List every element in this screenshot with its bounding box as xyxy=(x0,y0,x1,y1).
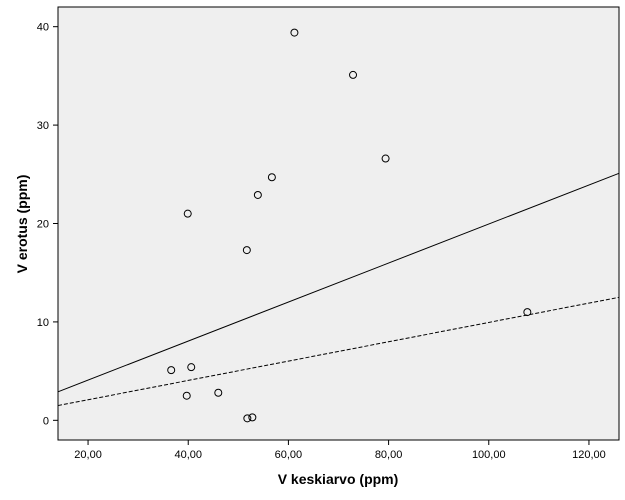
x-tick-label: 20,00 xyxy=(74,449,102,461)
data-point xyxy=(523,308,532,317)
data-point xyxy=(182,391,191,400)
data-points xyxy=(167,28,532,423)
x-tick-label: 100,00 xyxy=(472,449,506,461)
data-point xyxy=(267,173,276,182)
x-tick-label: 80,00 xyxy=(375,449,403,461)
y-tick-label: 0 xyxy=(43,415,49,427)
x-axis-title: V keskiarvo (ppm) xyxy=(278,471,399,487)
data-point xyxy=(253,190,262,199)
x-tick-label: 60,00 xyxy=(275,449,303,461)
x-tick-label: 40,00 xyxy=(174,449,202,461)
data-point xyxy=(290,28,299,37)
x-tick-label: 120,00 xyxy=(572,449,606,461)
data-point xyxy=(248,413,257,422)
data-point xyxy=(214,388,223,397)
plot-area xyxy=(57,6,620,441)
solid-fit-line xyxy=(57,172,620,393)
data-point xyxy=(381,154,390,163)
data-point xyxy=(349,70,358,79)
y-tick-label: 30 xyxy=(37,120,49,132)
data-point xyxy=(242,246,251,255)
y-tick-label: 10 xyxy=(37,317,49,329)
y-axis-title: V erotus (ppm) xyxy=(14,175,30,274)
data-point xyxy=(187,363,196,372)
y-tick-label: 40 xyxy=(37,22,49,34)
data-point xyxy=(183,209,192,218)
y-tick-label: 20 xyxy=(37,219,49,231)
x-axis: 20,00 40,00 60,00 80,00 100,00 120,00 xyxy=(74,440,606,461)
data-point xyxy=(167,366,176,375)
data-point xyxy=(243,414,252,423)
y-axis: 0 10 20 30 40 xyxy=(37,22,58,427)
